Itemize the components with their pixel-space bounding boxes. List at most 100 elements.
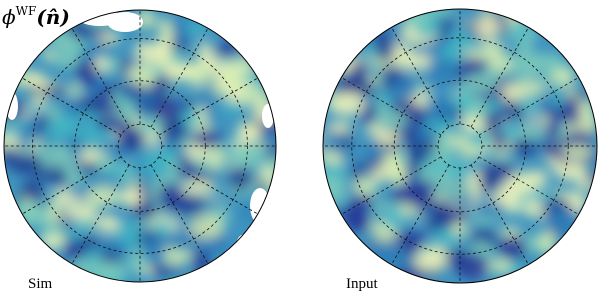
map-blob [352, 177, 378, 196]
meridian-line [391, 27, 450, 128]
meridian-line [391, 164, 450, 265]
map-blob [512, 137, 538, 157]
map-blob [458, 145, 488, 159]
map-blob [198, 200, 225, 211]
map-blob [500, 226, 521, 238]
map-blob [180, 180, 217, 195]
map-blob [53, 37, 88, 52]
panel-label: Sim [28, 276, 53, 292]
map-blob [532, 53, 564, 66]
input-map [323, 9, 597, 283]
map-blob [120, 187, 144, 207]
map-blob [483, 107, 500, 136]
map-blob [15, 125, 36, 150]
map-title: ϕWF(n̂) [2, 4, 70, 29]
map-blob [236, 123, 260, 143]
map-blob [96, 214, 119, 233]
meridian-line [341, 77, 442, 136]
map-blob [356, 217, 372, 230]
map-blob [211, 77, 241, 96]
map-blob [128, 222, 142, 251]
map-blob [49, 53, 80, 67]
map-blob [472, 200, 507, 218]
map-blob [351, 162, 365, 181]
map-blob [85, 186, 121, 207]
meridian-line [478, 77, 579, 136]
map-blob [68, 84, 81, 97]
meridian-line [71, 164, 130, 264]
map-blob [149, 220, 174, 235]
map-blob [43, 85, 67, 97]
map-blob [512, 63, 537, 78]
map-blob [79, 60, 98, 89]
map-blob [40, 234, 65, 249]
map-blob [58, 99, 81, 118]
meridian-line [158, 77, 258, 136]
map-blob [76, 161, 99, 175]
map-blob [433, 228, 459, 249]
map-blob [188, 215, 224, 239]
title-symbol: ϕ [2, 5, 16, 29]
map-blob [227, 64, 251, 78]
map-blob [62, 239, 80, 261]
map-blob [94, 239, 128, 253]
map-field [4, 10, 276, 282]
map-blob [204, 100, 218, 126]
map-blob [12, 202, 41, 226]
map-blob [492, 130, 507, 152]
map-blob [551, 83, 565, 109]
meridian-line [470, 164, 529, 265]
map-blob [323, 137, 348, 154]
map-blob [158, 183, 184, 210]
map-blob [510, 22, 528, 43]
map-border [3, 9, 277, 283]
map-blob [560, 144, 594, 161]
map-blob [389, 76, 405, 102]
map-blob [143, 243, 167, 268]
map-blob [29, 74, 49, 90]
sim-grid [3, 9, 277, 283]
map-blob [232, 80, 260, 91]
input-grid [322, 8, 598, 284]
map-blob [393, 231, 427, 247]
map-blob [252, 131, 276, 145]
map-blob [578, 100, 594, 122]
map-blob [140, 150, 171, 178]
panel-label: Input [346, 276, 378, 292]
map-blob [42, 120, 66, 139]
map-blob [463, 71, 499, 95]
map-blob [214, 42, 243, 58]
map-blob [102, 166, 138, 178]
map-blob [450, 220, 469, 237]
meridian-line [470, 27, 529, 128]
map-blob [517, 40, 533, 65]
map-blob [89, 103, 122, 115]
map-blob [371, 165, 388, 183]
meridian-line [478, 156, 579, 215]
map-blob [131, 92, 160, 103]
map-blob [160, 27, 174, 47]
meridian-line [341, 156, 442, 215]
map-blob [186, 23, 209, 36]
latitude-line [351, 37, 569, 255]
map-blob [329, 92, 366, 116]
mask-hole [236, 234, 254, 258]
map-blob [127, 249, 148, 275]
latitude-line [32, 38, 248, 254]
map-blob [546, 207, 578, 235]
map-blob [326, 121, 353, 133]
map-blob [64, 206, 89, 219]
map-blob [462, 48, 492, 60]
map-blob [479, 100, 506, 113]
map-blob [455, 252, 489, 280]
map-blob [122, 132, 147, 148]
map-blob [375, 129, 401, 146]
map-blob [93, 261, 126, 282]
map-blob [488, 56, 513, 72]
map-blob [360, 101, 378, 126]
map-blob [323, 175, 347, 191]
map-blob [260, 166, 275, 182]
latitude-line [393, 79, 527, 213]
